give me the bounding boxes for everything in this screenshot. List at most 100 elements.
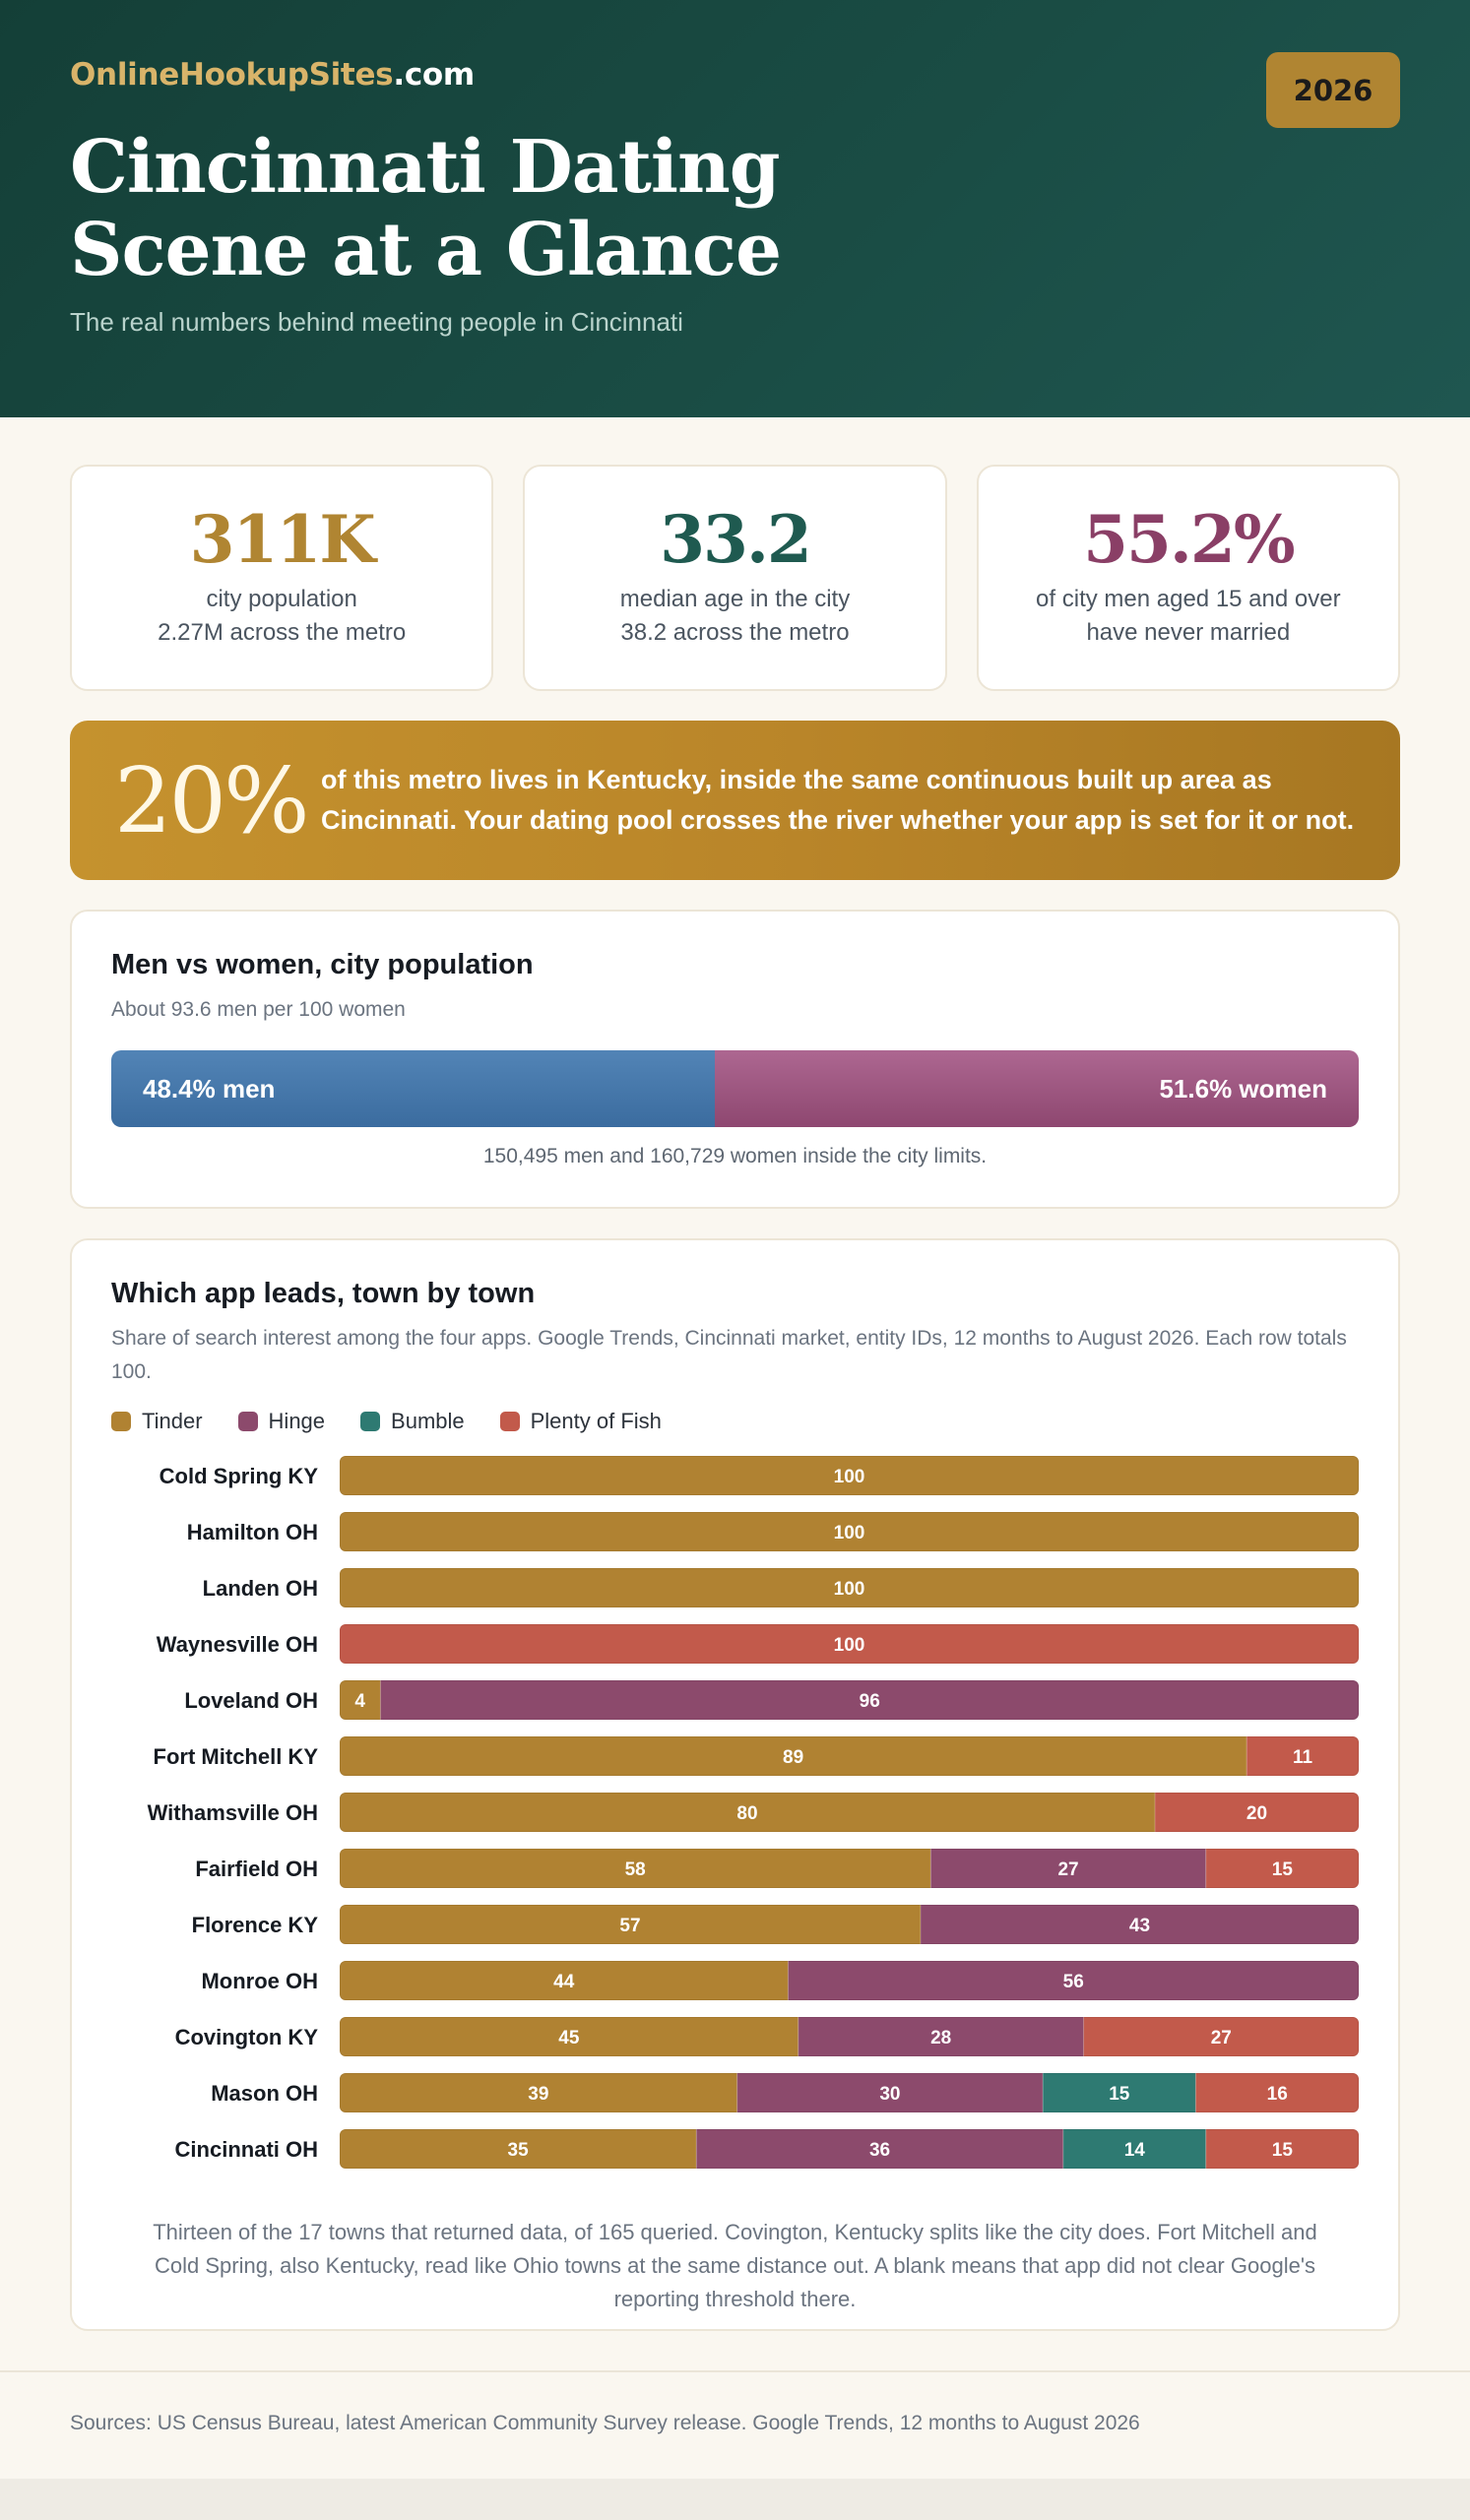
category-label: Fort Mitchell KY	[154, 1744, 319, 1769]
legend-item: Bumble	[360, 1409, 465, 1434]
data-label: 80	[736, 1803, 757, 1824]
bar-segment	[696, 2129, 1063, 2169]
legend-swatch	[111, 1412, 131, 1431]
category-label: Florence KY	[192, 1913, 319, 1937]
bar-outline	[340, 1905, 1359, 1944]
brand-logo[interactable]: OnlineHookupSites.com	[70, 57, 475, 93]
gender-subtitle: About 93.6 men per 100 women	[111, 998, 406, 1021]
bar-segment	[1205, 1849, 1359, 1888]
legend-label: Plenty of Fish	[530, 1409, 662, 1433]
stat-card-population: 311K city population 2.27M across the me…	[70, 465, 494, 691]
bar-segment	[340, 1568, 1359, 1607]
data-label: 15	[1109, 2084, 1130, 2105]
segment-divider	[695, 2129, 697, 2169]
bar-segment	[1195, 2073, 1359, 2112]
data-label: 43	[1129, 1916, 1150, 1936]
bar-outline	[340, 1736, 1359, 1776]
bar-row	[340, 1456, 1359, 1495]
legend-swatch	[499, 1412, 520, 1431]
segment-divider	[1205, 1849, 1207, 1888]
bar-segment	[340, 1736, 1247, 1776]
category-label: Loveland OH	[184, 1688, 318, 1713]
data-label: 56	[1063, 1972, 1084, 1992]
bar-segment	[380, 1680, 1359, 1720]
category-label: Landen OH	[203, 1576, 318, 1601]
legend-swatch	[360, 1412, 381, 1431]
data-label: 100	[834, 1523, 865, 1544]
category-label: Fairfield OH	[195, 1857, 318, 1881]
segment-divider	[1154, 1793, 1156, 1832]
gender-bar-women: 51.6% women	[715, 1050, 1359, 1127]
data-label: 57	[619, 1916, 640, 1936]
bar-segment	[1205, 2129, 1359, 2169]
bar-outline	[340, 1456, 1359, 1495]
segment-divider	[736, 2073, 738, 2112]
bar-outline	[340, 1680, 1359, 1720]
stat-card-never-married: 55.2% of city men aged 15 and over have …	[976, 465, 1400, 691]
stat-detail: 2.27M across the metro	[158, 619, 407, 646]
category-label: Cold Spring KY	[160, 1464, 319, 1488]
gender-title: Men vs women, city population	[111, 949, 534, 980]
data-label: 27	[1057, 1859, 1078, 1880]
bar-segment	[340, 1456, 1359, 1495]
chart-title: Which app leads, town by town	[111, 1278, 536, 1309]
data-label: 100	[834, 1467, 865, 1487]
segment-divider	[920, 1905, 922, 1944]
gender-bar: 48.4% men 51.6% women	[111, 1050, 1359, 1127]
bar-segment	[788, 1961, 1359, 2000]
stat-label: median age in the city	[619, 586, 851, 612]
kentucky-callout: 20% of this metro lives in Kentucky, ins…	[70, 721, 1400, 880]
bar-row	[340, 2129, 1359, 2169]
footer-sources: Sources: US Census Bureau, latest Americ…	[0, 2370, 1470, 2435]
data-label: 14	[1124, 2140, 1146, 2161]
bar-outline	[340, 1961, 1359, 2000]
bar-row	[340, 1905, 1359, 1944]
data-label: 35	[508, 2140, 530, 2161]
bar-outline	[340, 1849, 1359, 1888]
page-title: Cincinnati Dating Scene at a Glance	[70, 125, 782, 292]
year-badge: 2026	[1266, 52, 1400, 128]
bar-segment	[340, 2129, 697, 2169]
data-label: 15	[1272, 1859, 1294, 1880]
bar-outline	[340, 1568, 1359, 1607]
bar-outline	[340, 1512, 1359, 1551]
bar-segment	[1083, 2017, 1359, 2056]
bar-segment	[1062, 2129, 1206, 2169]
category-label: Mason OH	[211, 2081, 318, 2106]
bar-segment	[340, 1680, 381, 1720]
data-label: 28	[930, 2028, 951, 2048]
gender-bar-men: 48.4% men	[111, 1050, 716, 1127]
data-label: 45	[558, 2028, 580, 2048]
bar-row	[340, 1849, 1359, 1888]
data-label: 30	[879, 2084, 900, 2105]
data-label: 39	[528, 2084, 548, 2105]
segment-divider	[798, 2017, 799, 2056]
data-label: 16	[1267, 2084, 1288, 2105]
bar-row	[340, 1961, 1359, 2000]
bar-segment	[736, 2073, 1044, 2112]
gender-card: Men vs women, city population About 93.6…	[70, 910, 1400, 1209]
bar-outline	[340, 2073, 1359, 2112]
stat-label: of city men aged 15 and over	[1036, 586, 1341, 612]
app-chart-card: Which app leads, town by town Share of s…	[70, 1238, 1400, 2331]
bar-segment	[340, 2017, 799, 2056]
bar-segment	[1043, 2073, 1196, 2112]
stat-label: city population	[206, 586, 357, 612]
category-label: Withamsville OH	[148, 1800, 318, 1825]
bar-segment	[1246, 1736, 1359, 1776]
data-label: 89	[783, 1747, 803, 1768]
segment-divider	[1246, 1736, 1247, 1776]
bar-segment	[930, 1849, 1206, 1888]
bar-row	[340, 1512, 1359, 1551]
stat-value: 55.2%	[1083, 501, 1295, 578]
callout-text: of this metro lives in Kentucky, inside …	[321, 765, 1355, 835]
bar-outline	[340, 2017, 1359, 2056]
data-label: 11	[1293, 1747, 1313, 1768]
bar-row	[340, 2073, 1359, 2112]
legend-item: Hinge	[237, 1409, 325, 1434]
legend-label: Tinder	[142, 1409, 203, 1433]
category-label: Waynesville OH	[157, 1632, 318, 1657]
bar-outline	[340, 1793, 1359, 1832]
bar-row	[340, 1680, 1359, 1720]
